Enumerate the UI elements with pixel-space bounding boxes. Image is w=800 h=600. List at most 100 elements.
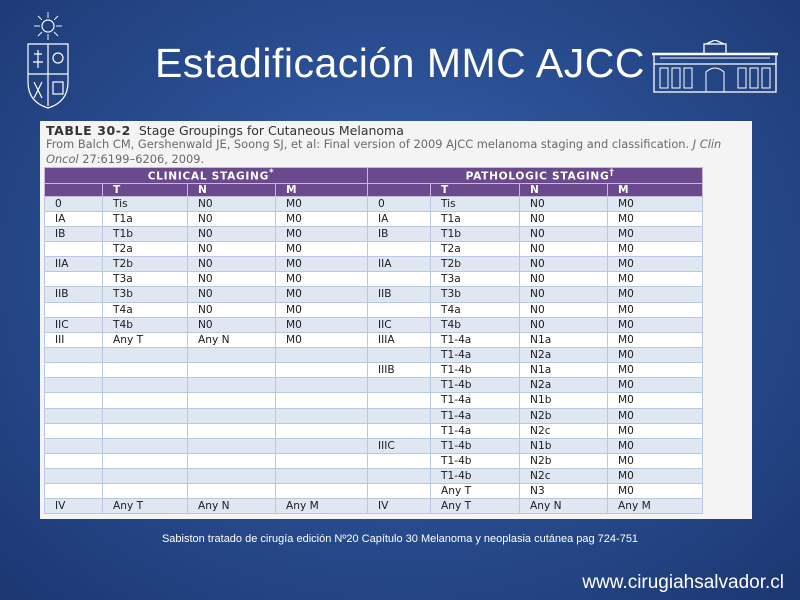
table-row: T4a N0 M0 T4a N0 M0 [44,301,704,318]
clinical-n-cell [187,346,276,364]
table-row: T2a N0 M0 T2a N0 M0 [44,240,704,258]
pathologic-n-cell: N1b [519,437,609,454]
clinical-t-cell: Any T [102,331,188,348]
clinical-stage-cell: IB [44,225,103,242]
group-header-row: CLINICAL STAGING* PATHOLOGIC STAGING† [43,167,704,184]
pathologic-stage-cell [367,452,432,470]
clinical-stage-cell: IIB [44,286,103,303]
col-header-t: T [102,182,188,197]
pathologic-t-cell: T1-4a [430,422,521,439]
clinical-t-cell [102,407,188,424]
pathologic-m-cell: M0 [607,346,704,364]
clinical-n-cell [187,407,276,424]
pathologic-t-cell: T1-4b [430,377,521,394]
pathologic-stage-cell: IIA [367,256,432,273]
clinical-stage-cell [44,407,103,424]
pathologic-stage-cell [367,240,432,258]
source-text: From Balch CM, Gershenwald JE, Soong SJ,… [46,137,693,151]
clinical-n-cell [187,483,276,500]
pathologic-m-cell: M0 [607,286,704,303]
clinical-m-cell: M0 [274,256,369,273]
clinical-m-cell [274,468,369,485]
pathologic-m-cell: M0 [607,195,704,212]
pathologic-t-cell: T1b [430,225,521,242]
pathologic-stage-cell: IIB [367,286,432,303]
clinical-t-cell: T4b [102,316,188,333]
table-row: IIA T2b N0 M0 IIA T2b N0 M0 [44,256,704,273]
pathologic-n-cell: N2c [519,422,609,439]
pathologic-m-cell: M0 [607,422,704,439]
table-row: T1-4a N2a M0 [44,346,704,364]
table-number: TABLE 30-2 [46,123,131,138]
pathologic-n-cell: N0 [519,256,609,273]
clinical-t-cell: T3b [102,286,188,303]
clinical-m-cell [274,362,369,379]
pathologic-t-cell: T1-4b [430,452,521,470]
clinical-m-cell: M0 [274,271,369,288]
pathologic-m-cell: M0 [607,362,704,379]
pathologic-m-cell: M0 [607,468,704,485]
table-row: IA T1a N0 M0 IA T1a N0 M0 [44,210,704,227]
clinical-t-cell: Tis [102,195,188,212]
col-header-stage [367,182,432,197]
table-row: T1-4b N2c M0 [44,468,704,485]
pathologic-m-cell: M0 [607,240,704,258]
clinical-stage-cell: IV [44,498,103,515]
clinical-n-cell: Any N [187,498,276,515]
reference-footnote: Sabiston tratado de cirugía edición Nº20… [161,533,639,545]
pathologic-stage-cell [367,483,432,500]
clinical-t-cell [102,362,188,379]
col-header-t: T [430,182,521,197]
pathologic-stage-cell [367,377,432,394]
pathologic-stage-cell: IIIC [367,437,432,454]
clinical-n-cell: Any N [187,331,276,348]
clinical-stage-cell [44,377,103,394]
pathologic-m-cell: M0 [607,316,704,333]
pathologic-n-cell: Any N [519,498,609,515]
clinical-stage-cell [44,422,103,439]
clinical-stage-cell [44,301,103,318]
clinical-staging-header: CLINICAL STAGING* [43,167,369,184]
pathologic-n-cell: N0 [519,210,609,227]
clinical-n-cell: N0 [187,271,276,288]
clinical-footnote-mark: * [269,168,275,178]
clinical-stage-cell: III [44,331,103,348]
clinical-n-cell [187,392,276,409]
clinical-n-cell [187,422,276,439]
clinical-stage-cell [44,452,103,470]
table-row: T1-4a N2b M0 [44,407,704,424]
table-row: IV Any T Any N Any M IV Any T Any N Any M [44,498,704,515]
clinical-n-cell: N0 [187,301,276,318]
clinical-stage-cell: IIA [44,256,103,273]
pathologic-m-cell: M0 [607,301,704,318]
clinical-stage-cell [44,392,103,409]
clinical-n-cell: N0 [187,225,276,242]
pathologic-n-cell: N3 [519,483,609,500]
pathologic-m-cell: M0 [607,271,704,288]
clinical-m-cell [274,407,369,424]
table-row: IIC T4b N0 M0 IIC T4b N0 M0 [44,316,704,333]
pathologic-stage-cell [367,468,432,485]
col-header-m: M [607,182,704,197]
pathologic-n-cell: N2a [519,377,609,394]
pathologic-n-cell: N0 [519,195,609,212]
clinical-t-cell [102,392,188,409]
clinical-t-cell [102,483,188,500]
col-header-m: M [274,182,369,197]
pathologic-m-cell: M0 [607,483,704,500]
col-header-stage [44,182,103,197]
table-label: TABLE 30-2 Stage Groupings for Cutaneous… [46,123,404,138]
clinical-m-cell: M0 [274,210,369,227]
clinical-n-cell: N0 [187,286,276,303]
clinical-m-cell [274,483,369,500]
pathologic-m-cell: M0 [607,407,704,424]
clinical-m-cell: M0 [274,316,369,333]
col-header-n: N [519,182,609,197]
pathologic-t-cell: T3b [430,286,521,303]
slide-title: Estadificación MMC AJCC [155,40,645,86]
pathologic-stage-cell: IV [367,498,432,515]
pathologic-n-cell: N0 [519,240,609,258]
pathologic-t-cell: T1-4a [430,392,521,409]
clinical-m-cell: M0 [274,301,369,318]
clinical-t-cell [102,377,188,394]
